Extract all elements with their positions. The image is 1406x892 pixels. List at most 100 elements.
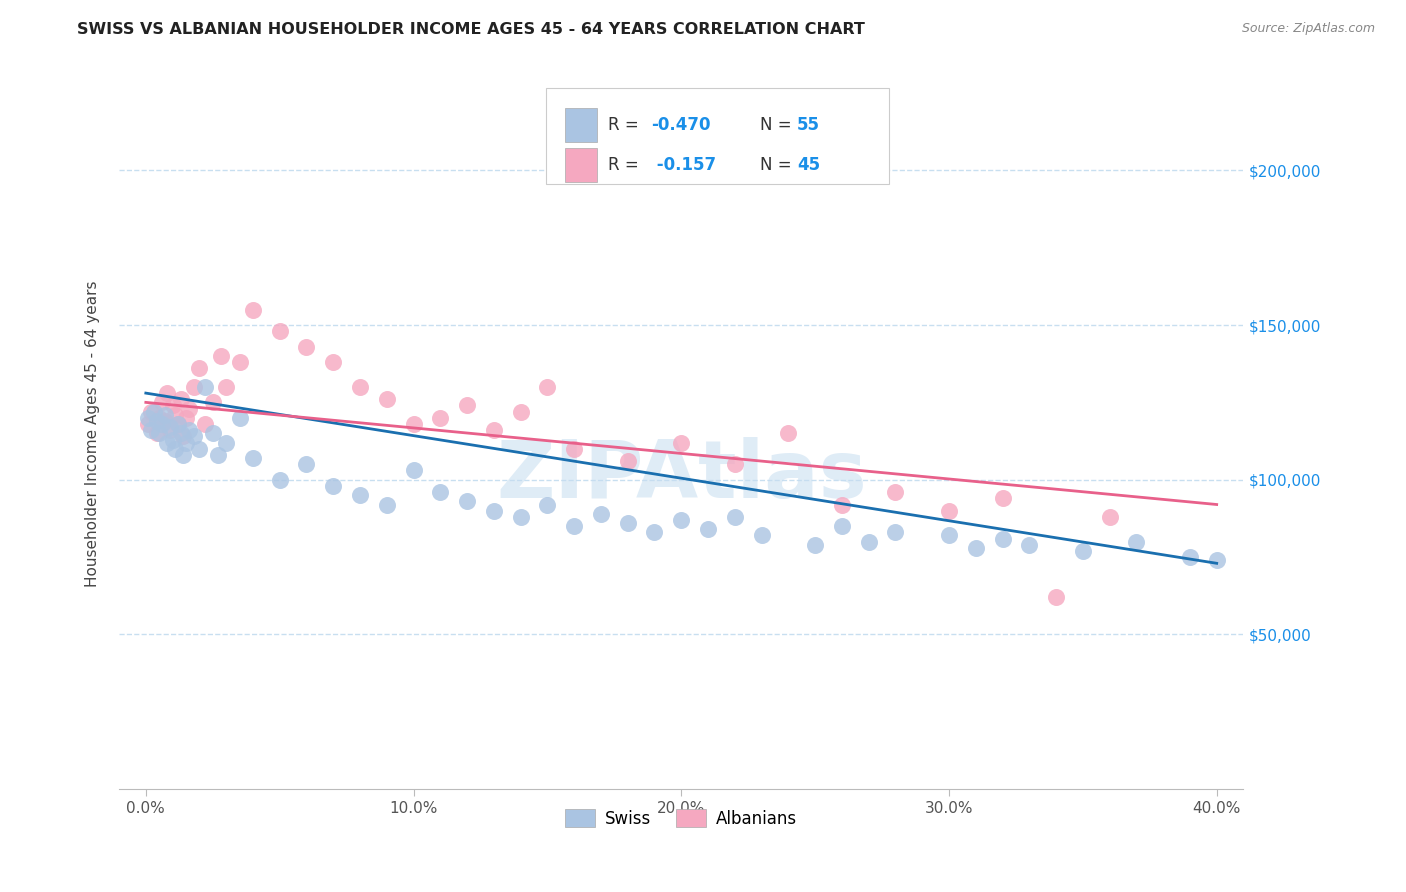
Point (165, 442, 187, 456)
Point (482, 504, 505, 518)
Point (150, 417, 173, 431)
Point (482, 423, 505, 437)
Point (1018, 538, 1040, 552)
Point (156, 386, 179, 401)
Point (562, 442, 585, 456)
Point (194, 380, 217, 394)
Point (589, 507, 612, 521)
Point (201, 426, 224, 441)
Point (991, 532, 1014, 546)
Text: SWISS VS ALBANIAN HOUSEHOLDER INCOME AGES 45 - 64 YEARS CORRELATION CHART: SWISS VS ALBANIAN HOUSEHOLDER INCOME AGE… (77, 22, 865, 37)
Point (142, 405, 165, 419)
Point (778, 426, 800, 441)
Text: -0.157: -0.157 (651, 155, 716, 174)
Point (188, 361, 211, 376)
Text: R =: R = (609, 155, 644, 174)
Point (153, 414, 176, 428)
Point (183, 429, 205, 443)
Y-axis label: Householder Income Ages 45 - 64 years: Householder Income Ages 45 - 64 years (86, 280, 100, 587)
Point (402, 463, 425, 477)
Point (153, 408, 176, 422)
Point (141, 405, 163, 419)
Point (194, 417, 217, 431)
Text: 55: 55 (797, 116, 820, 134)
Point (643, 525, 665, 540)
Point (429, 485, 451, 500)
Point (991, 491, 1014, 506)
Point (183, 380, 205, 394)
Point (616, 454, 638, 468)
Point (207, 448, 229, 462)
Point (509, 509, 531, 524)
Point (269, 324, 291, 338)
Legend: Swiss, Albanians: Swiss, Albanians (558, 803, 804, 834)
Point (965, 541, 987, 555)
Text: Source: ZipAtlas.com: Source: ZipAtlas.com (1241, 22, 1375, 36)
Point (295, 340, 318, 354)
Point (938, 504, 960, 518)
Point (177, 423, 200, 437)
Point (1045, 591, 1067, 605)
Point (349, 488, 371, 502)
Point (724, 457, 747, 471)
Point (884, 485, 907, 500)
Point (295, 457, 318, 471)
FancyBboxPatch shape (547, 88, 889, 185)
Point (228, 355, 250, 369)
Point (138, 410, 160, 425)
Point (228, 410, 250, 425)
Point (209, 349, 232, 363)
Point (349, 380, 371, 394)
Point (884, 525, 907, 540)
Text: N =: N = (761, 116, 797, 134)
Point (1098, 509, 1121, 524)
Point (215, 435, 238, 450)
FancyBboxPatch shape (565, 147, 598, 182)
Point (167, 417, 190, 431)
Point (242, 451, 264, 466)
Point (145, 426, 167, 441)
Point (156, 435, 179, 450)
Point (145, 414, 167, 428)
Point (159, 423, 181, 437)
Point (269, 473, 291, 487)
Point (751, 528, 773, 542)
Point (804, 538, 827, 552)
Text: ZIPAtlas: ZIPAtlas (496, 437, 866, 515)
Point (616, 516, 638, 530)
FancyBboxPatch shape (565, 108, 598, 142)
Point (174, 410, 197, 425)
Point (1071, 544, 1094, 558)
Point (167, 417, 190, 431)
Point (172, 448, 194, 462)
Point (322, 479, 344, 493)
Text: 45: 45 (797, 155, 820, 174)
Point (169, 426, 191, 441)
Point (456, 399, 478, 413)
Point (831, 498, 853, 512)
Point (831, 519, 853, 533)
Point (536, 498, 558, 512)
Point (141, 423, 163, 437)
Point (162, 433, 184, 447)
Point (456, 494, 478, 508)
Point (536, 380, 558, 394)
Point (1178, 550, 1201, 565)
Point (148, 410, 170, 425)
Point (201, 395, 224, 409)
Point (162, 399, 184, 413)
Point (509, 405, 531, 419)
Point (188, 442, 211, 456)
Point (148, 426, 170, 441)
Text: -0.470: -0.470 (651, 116, 710, 134)
Point (159, 420, 181, 434)
Point (429, 410, 451, 425)
Point (150, 395, 173, 409)
Point (697, 522, 720, 536)
Point (215, 380, 238, 394)
Text: N =: N = (761, 155, 797, 174)
Point (1125, 534, 1147, 549)
Point (671, 435, 693, 450)
Point (375, 498, 398, 512)
Point (724, 509, 747, 524)
